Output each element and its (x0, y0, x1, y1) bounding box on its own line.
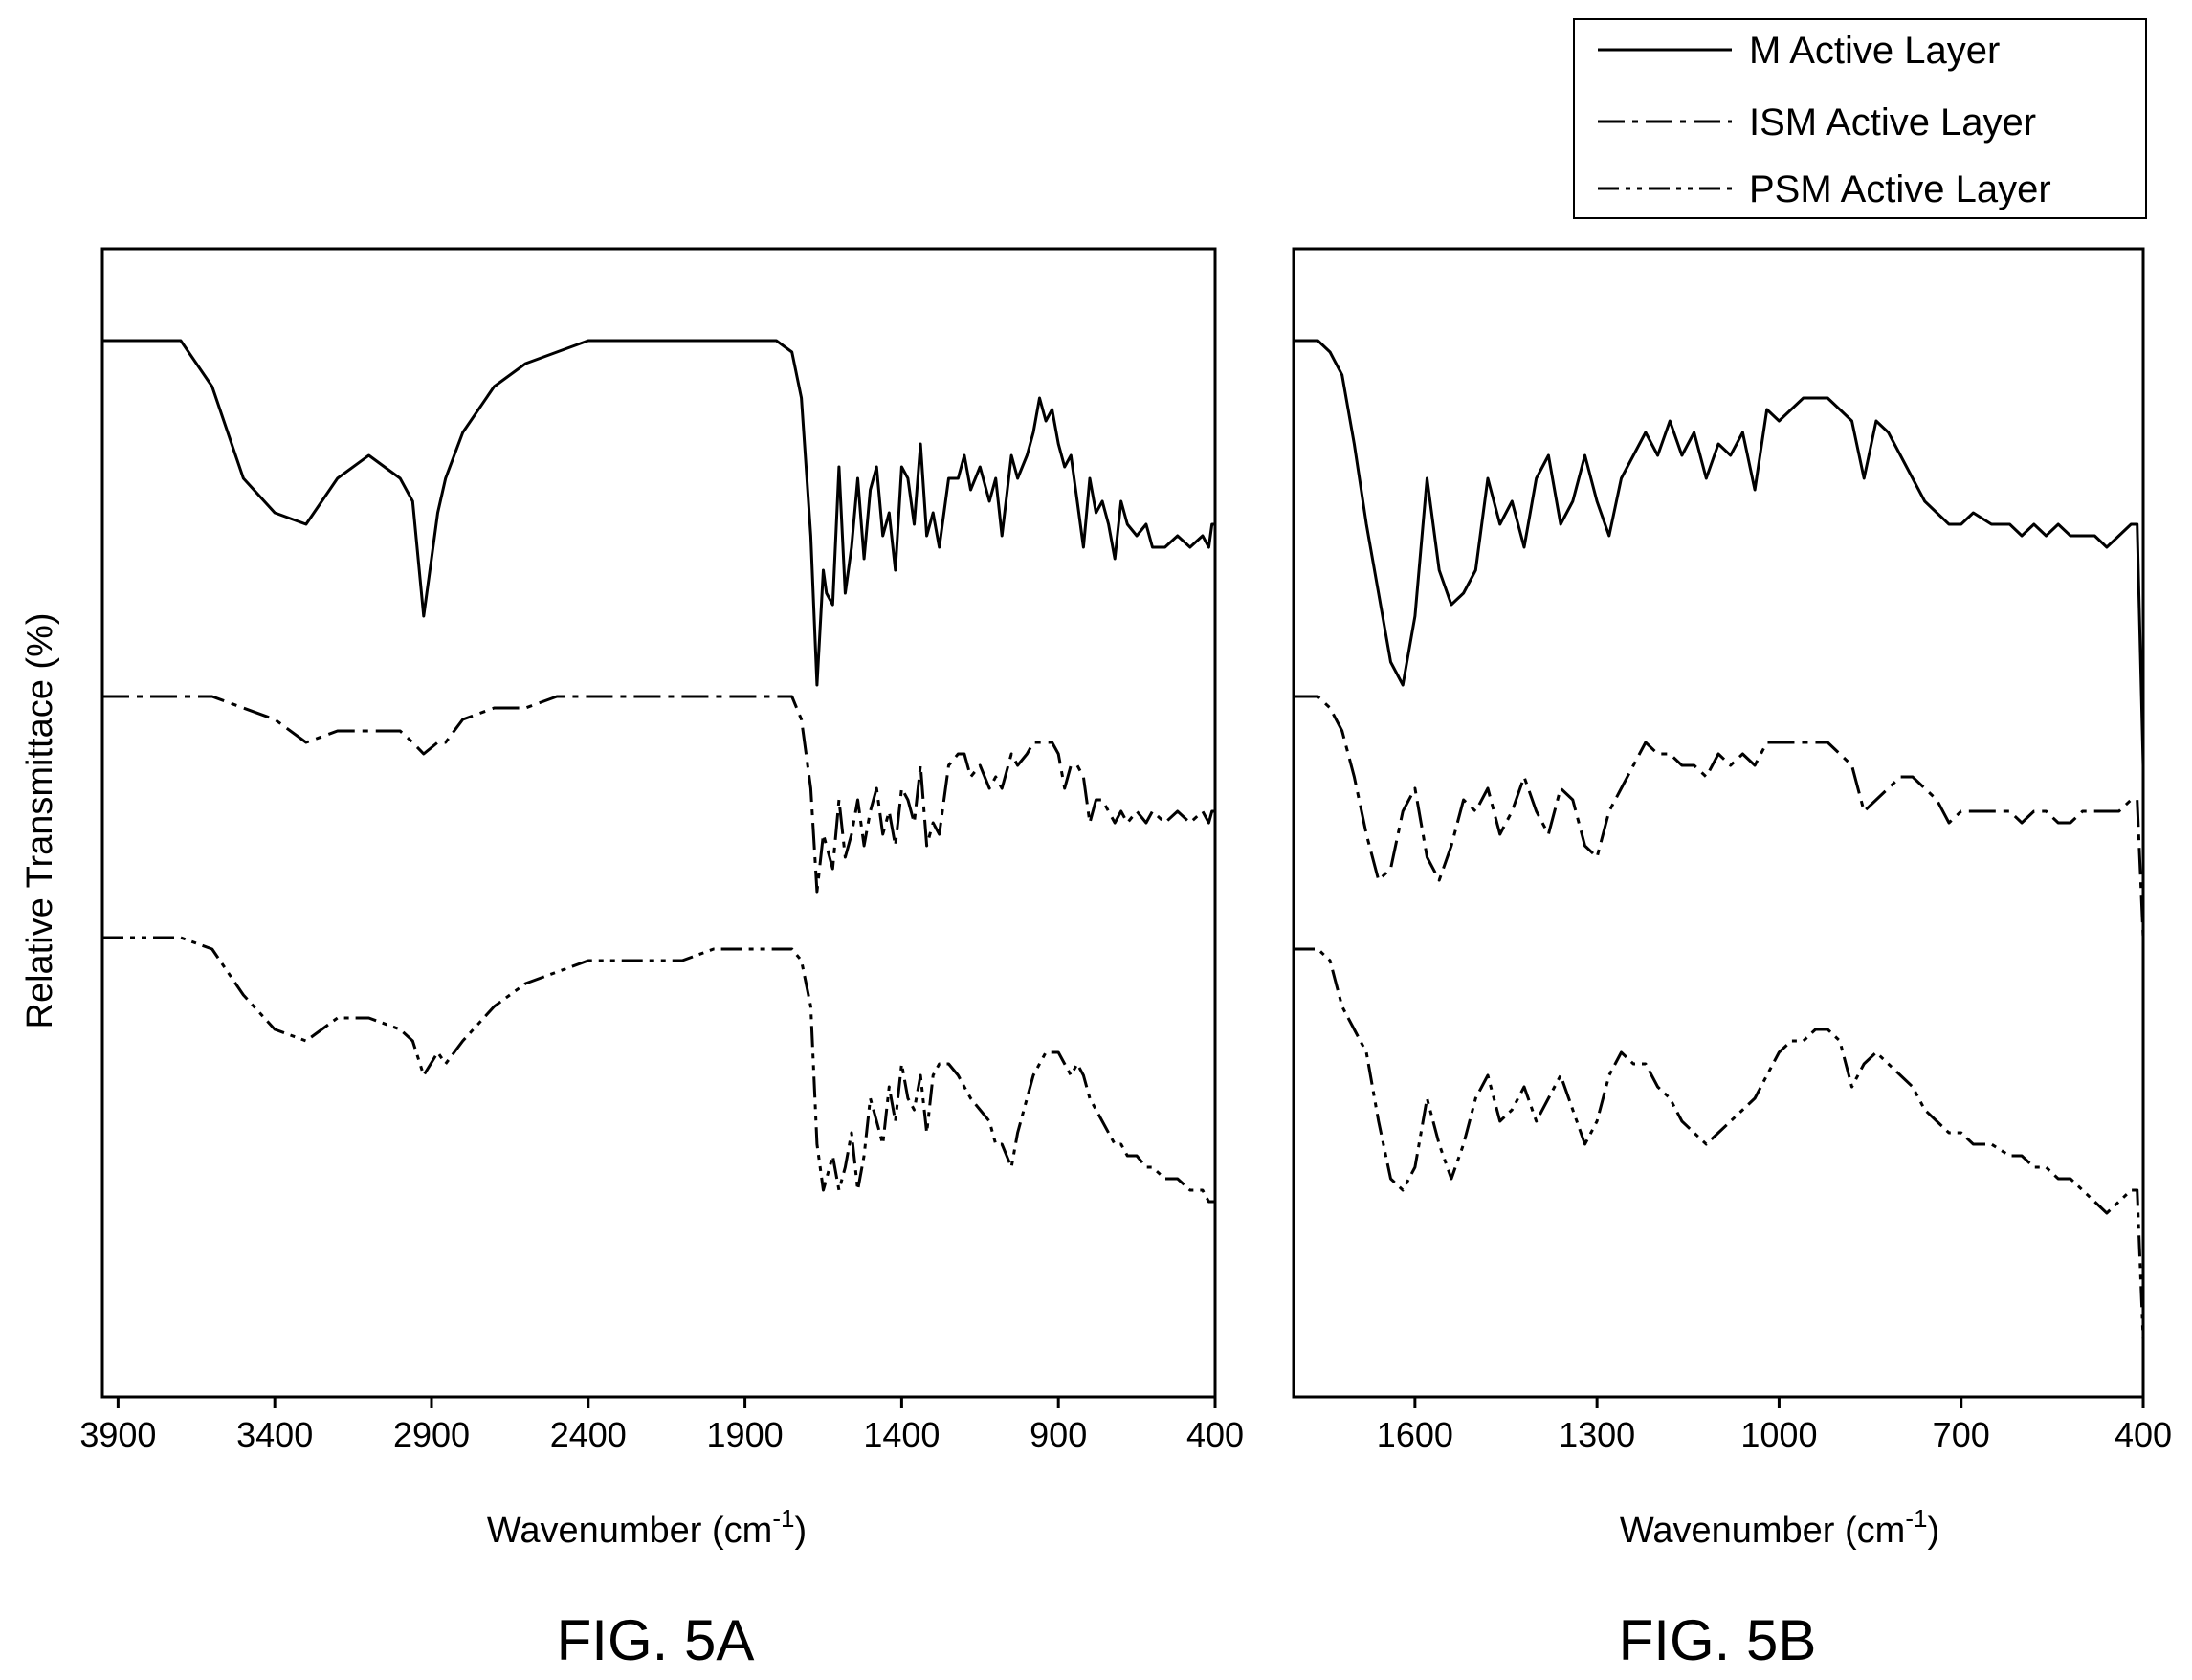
x-axis-title-a: Wavenumber (cm-1) (487, 1504, 807, 1551)
x-tick-label-a-1900: 1900 (707, 1415, 784, 1454)
series-line-b-psm-active-layer (1294, 947, 2143, 1340)
x-axis-title-b: Wavenumber (cm-1) (1620, 1504, 1939, 1551)
plot-frame-b (1292, 247, 2145, 1399)
panel-b: 1600 1300 1000 700 400 Wavenumber (cm-1) FIG… (1292, 247, 2172, 1672)
series-line-b-ism-active-layer (1294, 695, 2143, 939)
x-tick-label-b-700: 700 (1933, 1415, 1990, 1454)
x-ticks-a: 3900 3400 2900 2400 1900 1400 900 400 (79, 1397, 1244, 1454)
series-line-a-ism-active-layer (102, 695, 1215, 894)
series-layer-a (102, 339, 1215, 1204)
series-line-b-m-active-layer (1294, 339, 2143, 766)
x-tick-label-a-3900: 3900 (79, 1415, 156, 1454)
x-tick-label-a-400: 400 (1186, 1415, 1244, 1454)
series-line-a-psm-active-layer (102, 936, 1215, 1204)
x-tick-label-a-900: 900 (1030, 1415, 1087, 1454)
legend: M Active Layer ISM Active Layer PSM Acti… (1573, 18, 2147, 219)
x-tick-label-a-3400: 3400 (236, 1415, 313, 1454)
plot-frame-a (100, 247, 1217, 1399)
figure-caption-b: FIG. 5B (1619, 1608, 1817, 1672)
panel-a: 3900 3400 2900 2400 1900 1400 900 400 Wavenumbe… (79, 247, 1244, 1672)
series-layer-b (1294, 339, 2143, 1340)
x-tick-label-a-1400: 1400 (863, 1415, 940, 1454)
x-tick-label-a-2900: 2900 (393, 1415, 470, 1454)
legend-label-ism: ISM Active Layer (1749, 101, 2036, 144)
y-axis-title: Relative Transmittace (%) (20, 612, 60, 1028)
x-tick-label-b-400: 400 (2115, 1415, 2172, 1454)
x-tick-label-b-1000: 1000 (1740, 1415, 1817, 1454)
x-tick-label-b-1600: 1600 (1377, 1415, 1453, 1454)
x-tick-label-b-1300: 1300 (1559, 1415, 1635, 1454)
legend-frame (1573, 18, 2147, 219)
legend-label-m: M Active Layer (1749, 30, 2000, 72)
figure-caption-a: FIG. 5A (557, 1608, 755, 1672)
x-tick-label-a-2400: 2400 (550, 1415, 627, 1454)
series-line-a-m-active-layer (102, 339, 1215, 687)
legend-label-psm: PSM Active Layer (1749, 168, 2051, 210)
x-ticks-b: 1600 1300 1000 700 400 (1377, 1397, 2172, 1454)
